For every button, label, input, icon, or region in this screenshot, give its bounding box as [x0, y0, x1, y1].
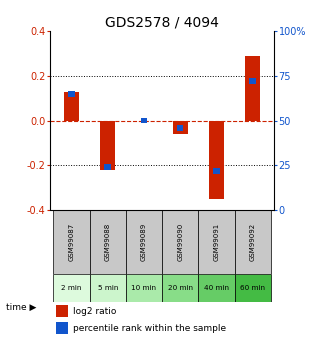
- Bar: [104, 164, 111, 170]
- Text: log2 ratio: log2 ratio: [73, 307, 117, 316]
- Text: 2 min: 2 min: [61, 285, 82, 291]
- Bar: [56, 322, 68, 334]
- Bar: [213, 168, 220, 174]
- Text: 5 min: 5 min: [98, 285, 118, 291]
- Text: percentile rank within the sample: percentile rank within the sample: [73, 324, 227, 333]
- Text: GSM99089: GSM99089: [141, 223, 147, 261]
- Text: GSM99087: GSM99087: [68, 223, 74, 261]
- Bar: [245, 56, 260, 121]
- Bar: [90, 210, 126, 274]
- Bar: [53, 210, 90, 274]
- Bar: [198, 274, 235, 302]
- Bar: [53, 274, 90, 302]
- Bar: [126, 210, 162, 274]
- Text: 40 min: 40 min: [204, 285, 229, 291]
- Text: 60 min: 60 min: [240, 285, 265, 291]
- Text: GSM99090: GSM99090: [177, 223, 183, 261]
- Bar: [209, 121, 224, 199]
- Bar: [162, 274, 198, 302]
- Bar: [126, 274, 162, 302]
- Text: GSM99092: GSM99092: [250, 223, 256, 261]
- Bar: [68, 91, 75, 97]
- Bar: [100, 121, 115, 170]
- Bar: [162, 210, 198, 274]
- Text: GSM99088: GSM99088: [105, 223, 111, 261]
- Text: 20 min: 20 min: [168, 285, 193, 291]
- Bar: [141, 118, 147, 124]
- Title: GDS2578 / 4094: GDS2578 / 4094: [105, 16, 219, 30]
- Bar: [90, 274, 126, 302]
- Bar: [249, 78, 256, 84]
- Text: 10 min: 10 min: [132, 285, 156, 291]
- Bar: [177, 125, 184, 130]
- Bar: [198, 210, 235, 274]
- Bar: [173, 121, 188, 134]
- Text: time ▶: time ▶: [6, 303, 37, 312]
- Bar: [235, 274, 271, 302]
- Bar: [235, 210, 271, 274]
- Bar: [56, 305, 68, 317]
- Text: GSM99091: GSM99091: [213, 223, 220, 261]
- Bar: [64, 91, 79, 121]
